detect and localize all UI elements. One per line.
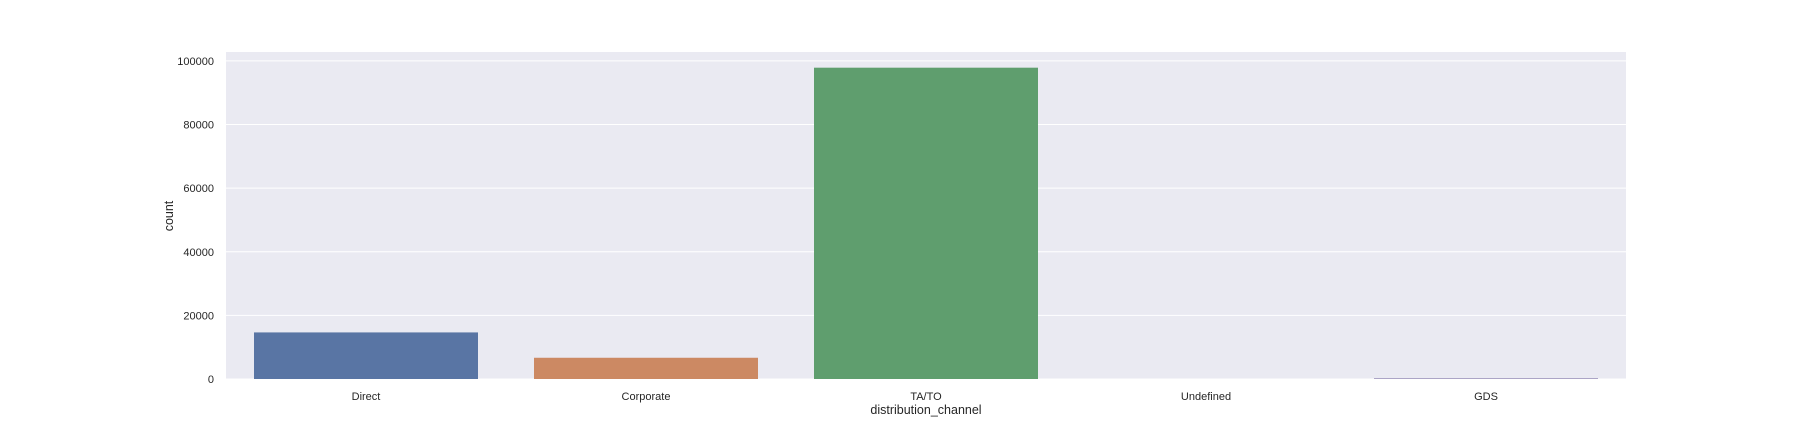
y-tick-label: 0	[208, 374, 214, 386]
x-tick-label: Direct	[352, 391, 381, 403]
x-tick-label: TA/TO	[910, 391, 942, 403]
y-axis-label: count	[162, 200, 176, 231]
bar	[814, 67, 1038, 379]
y-tick-label: 60000	[183, 183, 214, 195]
y-tick-label: 80000	[183, 120, 214, 132]
bars	[254, 67, 1598, 379]
y-tick-label: 20000	[183, 310, 214, 322]
y-tick-label: 100000	[177, 56, 214, 68]
x-tick-label: GDS	[1474, 391, 1498, 403]
y-tick-label: 40000	[183, 247, 214, 259]
y-tick-labels: 0 20000 40000 60000 80000 100000	[177, 56, 214, 386]
bar	[254, 332, 478, 379]
x-tick-label: Corporate	[622, 391, 671, 403]
x-axis-label: distribution_channel	[870, 403, 981, 417]
bar	[534, 357, 758, 379]
bar	[1374, 378, 1598, 379]
x-tick-labels: Direct Corporate TA/TO Undefined GDS	[352, 391, 1498, 403]
x-tick-label: Undefined	[1181, 391, 1231, 403]
